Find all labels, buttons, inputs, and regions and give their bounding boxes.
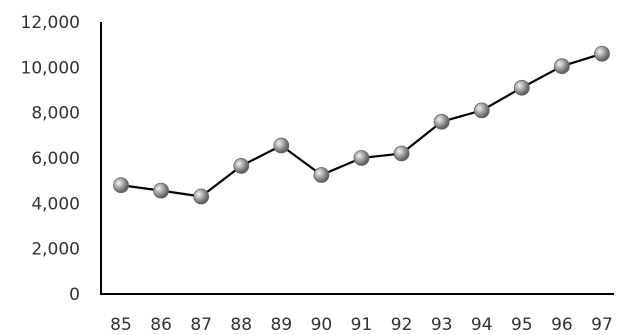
series-line	[120, 52, 603, 198]
x-tick-label: 87	[190, 315, 212, 335]
x-tick-label: 96	[551, 315, 573, 335]
data-point	[193, 188, 210, 205]
data-point	[554, 58, 570, 75]
data-point	[233, 158, 250, 174]
y-tick-label: 8,000	[31, 104, 80, 124]
data-point	[153, 182, 169, 199]
y-tick-label: 12,000	[21, 13, 80, 33]
x-tick-label: 97	[591, 315, 613, 335]
series-points	[113, 45, 610, 205]
x-axis-ticks: 85 86 87 88 89 90 91 92 93 94 95 96 97	[110, 315, 613, 335]
data-point	[313, 167, 330, 183]
x-tick-label: 94	[471, 315, 493, 335]
x-tick-label: 86	[150, 315, 172, 335]
y-tick-label: 10,000	[21, 58, 80, 78]
x-tick-label: 93	[431, 315, 453, 335]
y-tick-label: 6,000	[31, 149, 80, 169]
x-tick-label: 91	[351, 315, 373, 335]
x-tick-label: 88	[230, 315, 252, 335]
x-tick-label: 90	[311, 315, 333, 335]
data-point	[273, 137, 290, 154]
data-point	[353, 150, 370, 166]
x-tick-label: 89	[271, 315, 293, 335]
x-tick-label: 95	[511, 315, 533, 335]
data-point	[433, 113, 450, 130]
x-tick-label: 92	[391, 315, 413, 335]
y-tick-label: 4,000	[31, 194, 80, 214]
y-axis-ticks: 0 2,000 4,000 6,000 8,000 10,000 12,000	[21, 13, 80, 305]
data-point	[393, 145, 410, 162]
data-point	[594, 45, 610, 62]
data-point	[473, 102, 490, 119]
data-point	[513, 79, 530, 96]
y-tick-label: 0	[69, 285, 80, 305]
data-point	[113, 177, 129, 194]
y-tick-label: 2,000	[31, 240, 80, 260]
x-tick-label: 85	[110, 315, 132, 335]
